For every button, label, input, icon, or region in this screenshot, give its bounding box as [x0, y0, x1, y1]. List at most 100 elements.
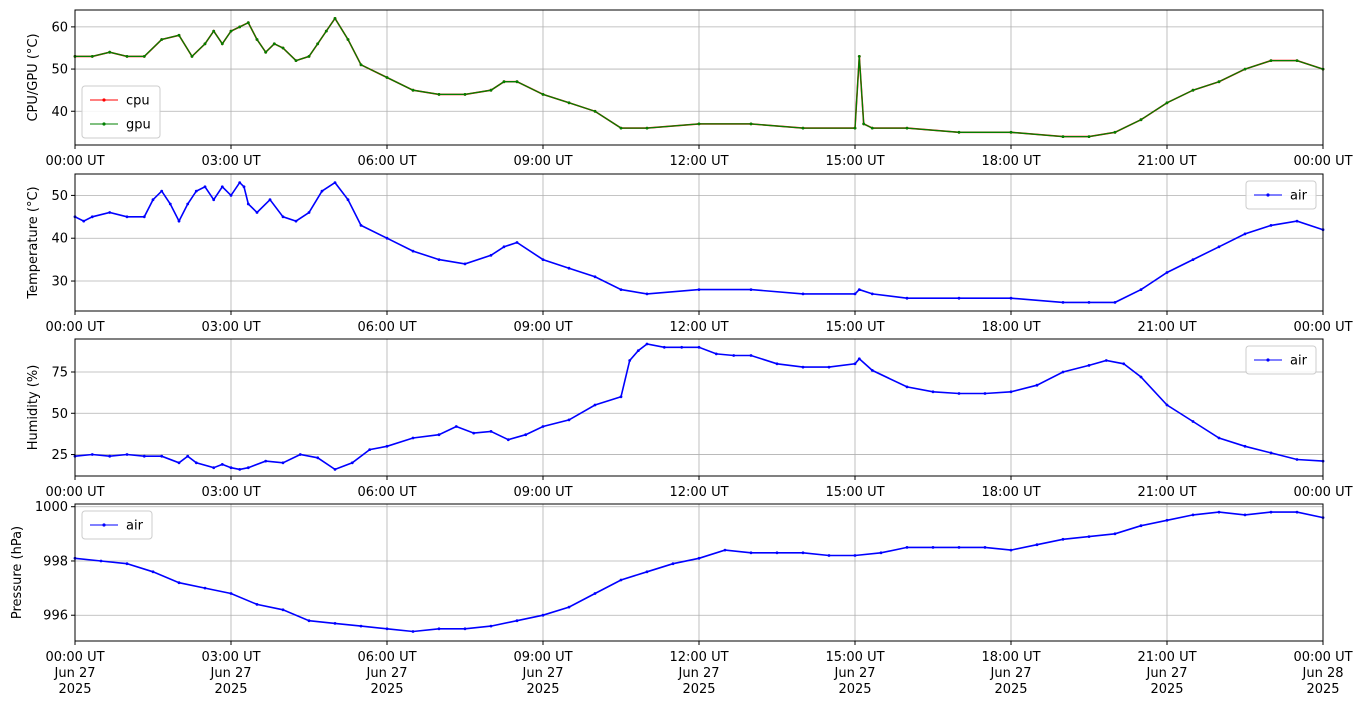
legend-label-gpu: gpu: [126, 118, 151, 133]
data-point-air: [437, 258, 441, 261]
data-point-gpu: [593, 109, 597, 113]
x-tick-label: 00:00 UT: [1293, 485, 1352, 500]
data-point-air: [593, 592, 597, 595]
data-point-air: [1009, 548, 1013, 552]
x-tick-label: 00:00 UT: [1293, 320, 1352, 335]
data-point-gpu: [333, 17, 337, 20]
data-point-air: [1122, 362, 1126, 366]
x-tick-label: 09:00 UT: [513, 154, 572, 169]
data-point-air: [186, 202, 190, 206]
data-point-air: [1061, 301, 1065, 304]
data-point-air: [298, 453, 302, 456]
data-point-air: [333, 468, 337, 471]
data-point-air: [229, 194, 233, 197]
data-point-air: [697, 345, 701, 349]
data-point-gpu: [1269, 59, 1273, 62]
y-tick-label: 50: [51, 407, 68, 422]
data-point-gpu: [246, 21, 250, 25]
data-point-air: [177, 219, 181, 223]
data-point-air: [983, 546, 987, 549]
data-point-gpu: [905, 126, 909, 130]
data-point-air: [1139, 288, 1143, 291]
data-point-air: [775, 362, 779, 366]
data-point-air: [186, 454, 190, 458]
data-point-air: [801, 365, 805, 369]
data-point-air: [1191, 513, 1195, 517]
data-point-air: [662, 345, 666, 349]
data-point-air: [82, 219, 86, 223]
data-point-air: [749, 354, 753, 357]
y-tick-label: 40: [51, 105, 68, 120]
data-point-air: [957, 546, 961, 549]
x-tick-label: 00:00 UT: [45, 650, 104, 665]
data-point-gpu: [853, 126, 857, 130]
chart-panel-2: 25 50 75 Humidity (%) 00:00 UT 03:00 UT 06:00 …: [26, 338, 1353, 500]
data-point-air: [671, 562, 675, 566]
x-tick-label: 06:00 UT: [357, 320, 416, 335]
x-tick-label: 15:00 UT: [825, 320, 884, 335]
data-point-air: [870, 292, 874, 296]
x-tick-label: 15:00 UT: [825, 650, 884, 665]
data-point-air: [177, 461, 181, 465]
data-point-air: [264, 459, 268, 463]
data-point-air: [320, 189, 324, 193]
data-point-air: [160, 189, 164, 193]
x-tick-label: 12:00 UT: [669, 485, 728, 500]
data-point-air: [238, 181, 242, 185]
data-point-air: [1165, 403, 1169, 407]
x-tick-date: Jun 27: [522, 666, 564, 681]
x-tick-label: 15:00 UT: [825, 154, 884, 169]
data-point-air: [90, 453, 94, 456]
y-tick-label: 30: [51, 275, 68, 290]
data-point-gpu: [1061, 135, 1065, 139]
legend-label-air: air: [1290, 354, 1308, 369]
data-point-gpu: [541, 93, 545, 96]
data-point-air: [238, 468, 242, 471]
data-point-air: [857, 288, 861, 291]
data-point-air: [905, 296, 909, 300]
data-point-air: [454, 425, 458, 428]
data-point-air: [125, 562, 129, 566]
data-point-air: [541, 258, 545, 261]
data-point-air: [879, 551, 883, 555]
data-point-air: [125, 215, 129, 219]
legend-label-air: air: [126, 519, 144, 534]
x-tick-label: 03:00 UT: [201, 154, 260, 169]
data-point-gpu: [190, 55, 194, 58]
legend-label-cpu: cpu: [126, 94, 150, 109]
legend-label-air: air: [1290, 189, 1308, 204]
data-point-gpu: [125, 55, 129, 58]
x-tick-label: 09:00 UT: [513, 650, 572, 665]
data-point-gpu: [238, 25, 242, 29]
x-tick-label: 00:00 UT: [45, 485, 104, 500]
data-point-gpu: [264, 50, 268, 54]
data-point-air: [255, 603, 259, 606]
data-point-air: [857, 357, 861, 361]
series-line-air: [74, 343, 1324, 471]
data-point-gpu: [502, 80, 506, 84]
data-point-air: [359, 224, 363, 227]
data-point-gpu: [281, 46, 285, 50]
data-point-gpu: [212, 29, 216, 33]
data-point-air: [281, 215, 285, 219]
data-point-air: [827, 554, 831, 557]
x-tick-date: Jun 28: [1302, 666, 1344, 681]
data-point-air: [316, 456, 320, 460]
data-point-gpu: [489, 88, 493, 92]
data-point-air: [168, 202, 172, 206]
data-point-air: [472, 431, 476, 435]
data-point-air: [567, 418, 571, 422]
legend-marker-air: [1266, 358, 1270, 362]
data-point-air: [350, 461, 354, 465]
data-point-air: [645, 342, 649, 346]
data-point-air: [957, 392, 961, 395]
legend: air: [1245, 345, 1317, 375]
data-point-gpu: [515, 80, 519, 84]
data-point-air: [294, 219, 298, 223]
data-point-air: [645, 292, 649, 296]
x-tick-date: Jun 27: [1146, 666, 1188, 681]
data-point-air: [697, 556, 701, 560]
data-point-gpu: [385, 76, 389, 79]
y-axis-label: Pressure (hPa): [10, 526, 25, 619]
